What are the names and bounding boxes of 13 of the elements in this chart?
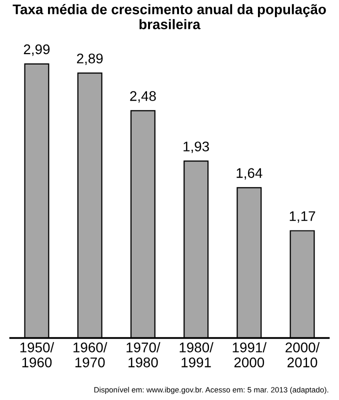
x-tick-label: 1991/ 2000 bbox=[232, 342, 267, 368]
x-tick-label: 1970/ 1980 bbox=[126, 342, 160, 368]
x-tick-label: 1980/ 1991 bbox=[180, 342, 214, 368]
x-tick-label: 1950/ 1960 bbox=[20, 342, 54, 368]
x-tick-label: 2000/ 2010 bbox=[286, 342, 320, 368]
data-label: 1,17 bbox=[290, 211, 316, 223]
x-tick-label: 1960/ 1970 bbox=[74, 342, 108, 368]
data-label: 2,89 bbox=[77, 54, 103, 66]
data-label: 1,93 bbox=[184, 142, 209, 154]
data-label: 2,48 bbox=[130, 91, 156, 103]
data-label: 2,99 bbox=[24, 44, 50, 56]
chart-title: Taxa média de crescimento anual da população brasileira bbox=[12, 4, 326, 30]
data-label: 1,64 bbox=[236, 168, 262, 180]
